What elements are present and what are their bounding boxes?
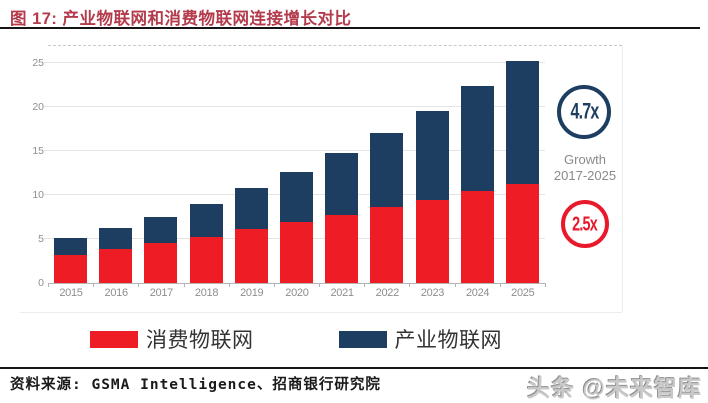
bar-consumer-segment xyxy=(144,243,178,283)
bar-industrial-segment xyxy=(144,217,178,244)
plot-top-border xyxy=(48,45,622,46)
chart-right-edge xyxy=(622,45,623,312)
y-axis-label: 0 xyxy=(38,277,44,289)
x-axis-label: 2018 xyxy=(194,287,219,299)
bar-industrial-segment xyxy=(505,61,539,185)
bar-industrial-segment xyxy=(54,238,88,255)
y-axis-label: 25 xyxy=(32,57,44,69)
plot-area xyxy=(44,46,546,287)
watermark-text: 头条 @未来智库 xyxy=(527,375,702,401)
x-axis-label: 2023 xyxy=(420,287,445,299)
x-axis-label: 2015 xyxy=(59,287,83,299)
bar-2019 xyxy=(234,187,268,283)
x-axis-tick xyxy=(93,283,95,287)
x-axis-tick xyxy=(499,283,501,287)
x-axis-label: 2021 xyxy=(330,287,354,299)
legend-swatch-consumer xyxy=(90,330,138,348)
consumer-growth-badge: 2.5x xyxy=(561,200,609,248)
bar-industrial-segment xyxy=(325,152,359,216)
bar-consumer-segment xyxy=(325,215,359,283)
x-axis-tick xyxy=(228,283,230,287)
bar-industrial-segment xyxy=(460,85,494,192)
consumer-growth-value: 2.5x xyxy=(572,212,599,235)
x-axis-label: 2022 xyxy=(375,287,400,299)
chart-bottom-edge xyxy=(20,312,622,313)
bar-2024 xyxy=(460,85,494,283)
x-axis-tick xyxy=(364,283,366,287)
bar-industrial-segment xyxy=(234,187,268,230)
x-axis-line xyxy=(48,283,545,284)
x-axis-tick xyxy=(409,283,411,287)
footer-divider xyxy=(0,367,708,369)
bar-2023 xyxy=(415,110,449,283)
bar-consumer-segment xyxy=(189,237,223,283)
bar-2017 xyxy=(144,217,178,283)
legend-item-industrial: 产业物联网 xyxy=(338,324,503,354)
legend-label: 产业物联网 xyxy=(394,329,502,352)
x-axis-label: 2020 xyxy=(285,287,309,299)
growth-caption-line2: 2017-2025 xyxy=(553,167,617,183)
x-axis-tick xyxy=(48,283,49,287)
bar-2025 xyxy=(505,61,539,283)
bar-consumer-segment xyxy=(505,184,539,283)
legend-swatch-industrial xyxy=(338,330,387,348)
bar-industrial-segment xyxy=(280,172,313,223)
x-axis-label: 2019 xyxy=(240,287,264,299)
bar-2015 xyxy=(54,238,88,283)
gridline xyxy=(44,62,545,63)
bar-consumer-segment xyxy=(370,207,404,283)
bar-industrial-segment xyxy=(189,203,223,238)
x-axis-tick xyxy=(545,283,546,287)
x-axis-label: 2024 xyxy=(465,287,490,299)
x-axis-label: 2025 xyxy=(511,287,535,299)
x-axis-label: 2016 xyxy=(104,287,129,299)
y-axis-label: 5 xyxy=(38,233,44,245)
x-axis-tick xyxy=(138,283,140,287)
x-axis-tick xyxy=(319,283,321,287)
y-axis-label: 10 xyxy=(32,189,44,201)
x-axis-tick xyxy=(273,283,275,287)
y-axis-label: 15 xyxy=(32,145,44,157)
legend-item-consumer: 消费物联网 xyxy=(90,324,254,354)
bar-industrial-segment xyxy=(415,110,449,201)
bar-2018 xyxy=(189,203,223,283)
bar-consumer-segment xyxy=(54,254,88,283)
industrial-growth-value: 4.7x xyxy=(570,99,599,124)
source-text: 资料来源: GSMA Intelligence、招商银行研究院 xyxy=(10,377,381,393)
x-axis-tick xyxy=(454,283,456,287)
bar-industrial-segment xyxy=(99,227,133,249)
bar-2022 xyxy=(370,132,404,283)
bar-consumer-segment xyxy=(99,248,133,283)
growth-period-caption: Growth 2017-2025 xyxy=(539,152,631,183)
bar-industrial-segment xyxy=(370,132,404,208)
figure-title: 图 17: 产业物联网和消费物联网连接增长对比 xyxy=(10,10,352,28)
industrial-growth-badge: 4.7x xyxy=(557,85,611,139)
x-axis-tick xyxy=(183,283,185,287)
x-axis-label: 2017 xyxy=(149,287,174,299)
bar-consumer-segment xyxy=(280,222,313,283)
title-underline xyxy=(0,27,700,29)
bar-2020 xyxy=(280,172,313,283)
bar-2021 xyxy=(325,152,359,283)
y-axis-label: 20 xyxy=(32,101,44,113)
chart-legend: 消费物联网 产业物联网 xyxy=(90,324,502,354)
bar-consumer-segment xyxy=(234,229,268,283)
legend-label: 消费物联网 xyxy=(146,329,254,352)
bar-2016 xyxy=(99,227,133,283)
gridline xyxy=(44,106,545,107)
bar-consumer-segment xyxy=(415,200,449,283)
gridline xyxy=(44,150,545,151)
bar-consumer-segment xyxy=(460,191,494,283)
growth-caption-line1: Growth xyxy=(564,152,606,167)
